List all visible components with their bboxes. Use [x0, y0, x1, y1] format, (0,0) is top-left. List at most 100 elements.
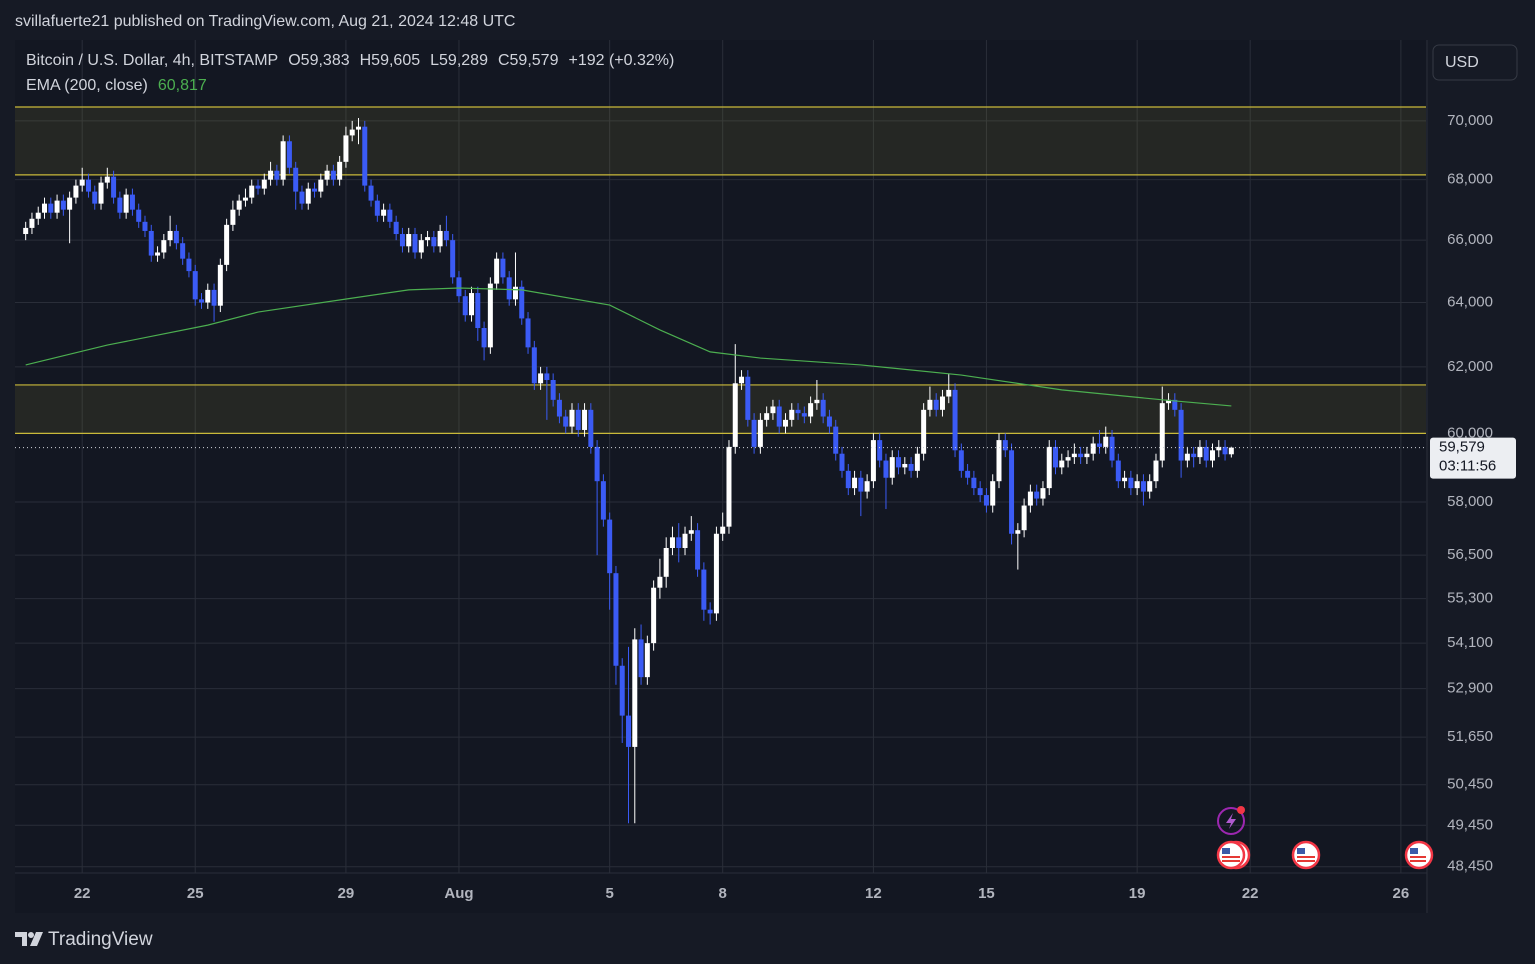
legend-value: H59,605 — [360, 52, 421, 69]
candle-body — [914, 453, 920, 471]
candle-body — [337, 161, 343, 180]
publisher-line: svillafuerte21 published on TradingView.… — [15, 13, 515, 30]
candle-body — [469, 293, 475, 316]
candle-body — [632, 639, 638, 747]
candle-body — [676, 537, 682, 549]
last-price-box — [1430, 437, 1516, 479]
currency[interactable]: USD — [1445, 54, 1479, 71]
candle-body — [324, 170, 330, 180]
notification-dot — [1237, 806, 1245, 814]
candle-body — [355, 126, 361, 130]
event-icon[interactable] — [1217, 807, 1245, 835]
candle-body — [977, 488, 983, 496]
x-tick-label: 22 — [1242, 885, 1259, 902]
candle-body — [1115, 460, 1121, 482]
candle-body — [462, 296, 468, 316]
candle-body — [858, 477, 864, 492]
candle-body — [889, 457, 895, 478]
candle-body — [1090, 443, 1096, 454]
candle-body — [864, 481, 870, 492]
candle-body — [305, 188, 311, 204]
candle-body — [1046, 446, 1052, 489]
candle-body — [1184, 453, 1190, 461]
candle-body — [1140, 481, 1146, 492]
candle-body — [506, 277, 512, 300]
candle-body — [902, 463, 908, 468]
candle-body — [525, 318, 531, 348]
candle-body — [1002, 440, 1008, 451]
plot-area — [15, 40, 1426, 913]
candle-body — [789, 409, 795, 420]
candle-body — [155, 252, 161, 256]
candle-body — [79, 179, 85, 186]
legend: O59,383 H59,605 L59,289 C59,579 +192 (+0.32%… — [288, 52, 674, 69]
candle-body — [1015, 530, 1021, 534]
candle-body — [820, 399, 826, 417]
x-tick-label: Aug — [444, 885, 473, 902]
candle-body — [217, 264, 223, 306]
y-tick-label: 51,650 — [1447, 728, 1493, 745]
candle-body — [613, 573, 619, 666]
candle-body — [399, 234, 405, 247]
candle-body — [757, 419, 763, 447]
candle-body — [387, 209, 393, 222]
logo-icon — [15, 932, 43, 946]
flag-icon[interactable] — [1216, 840, 1246, 870]
candle-body — [1059, 460, 1065, 468]
candle-body — [1009, 450, 1015, 534]
candle-body — [795, 409, 801, 414]
candle-body — [582, 409, 588, 430]
candle-body — [1021, 505, 1027, 531]
candle-body — [92, 191, 98, 204]
candle-body — [688, 530, 694, 534]
candle-body — [839, 453, 845, 471]
candle-body — [330, 170, 336, 180]
candle-body — [1209, 450, 1215, 461]
candle-body — [713, 533, 719, 614]
candle-body — [644, 643, 650, 678]
candle-body — [544, 373, 550, 380]
candle-body — [764, 413, 770, 420]
candle-body — [48, 203, 54, 213]
candle-body — [487, 283, 493, 348]
candle-body — [776, 406, 782, 427]
candle-body — [845, 470, 851, 489]
x-tick-label: 19 — [1129, 885, 1146, 902]
y-tick-label: 52,900 — [1447, 680, 1493, 697]
candle-body — [801, 413, 807, 417]
candle-body — [173, 230, 179, 244]
flag-icon[interactable] — [1291, 840, 1321, 870]
candle-body — [626, 715, 632, 747]
y-tick-label: 58,000 — [1447, 493, 1493, 510]
candle-body — [186, 258, 192, 272]
footer-logo: TradingView — [48, 929, 153, 950]
flag-icon[interactable] — [1404, 840, 1434, 870]
candle-body — [1128, 477, 1134, 489]
candle-body — [180, 243, 186, 259]
candle-body — [958, 450, 964, 471]
ema-line — [25, 287, 1232, 407]
candle-body — [167, 230, 173, 241]
candle-body — [443, 230, 449, 241]
candle-body — [230, 209, 236, 225]
candle-body — [782, 419, 788, 427]
candle-body — [657, 576, 663, 588]
candle-body — [362, 126, 368, 186]
ema-name: EMA (200, close) — [26, 77, 148, 94]
candle-body — [695, 530, 701, 570]
currency-button[interactable] — [1432, 44, 1518, 81]
candle-body — [73, 185, 79, 198]
candle-body — [54, 200, 60, 213]
candle-body — [500, 258, 506, 278]
candle-body — [1040, 488, 1046, 499]
candle-body — [481, 328, 487, 348]
candle-body — [563, 416, 569, 427]
candle-body — [437, 230, 443, 247]
candle-body — [35, 212, 41, 219]
candle-body — [569, 409, 575, 427]
plot — [15, 117, 1426, 824]
candle-body — [1027, 491, 1033, 506]
candle-body — [192, 271, 198, 300]
candle-body — [852, 477, 858, 489]
candle-body — [255, 185, 261, 189]
